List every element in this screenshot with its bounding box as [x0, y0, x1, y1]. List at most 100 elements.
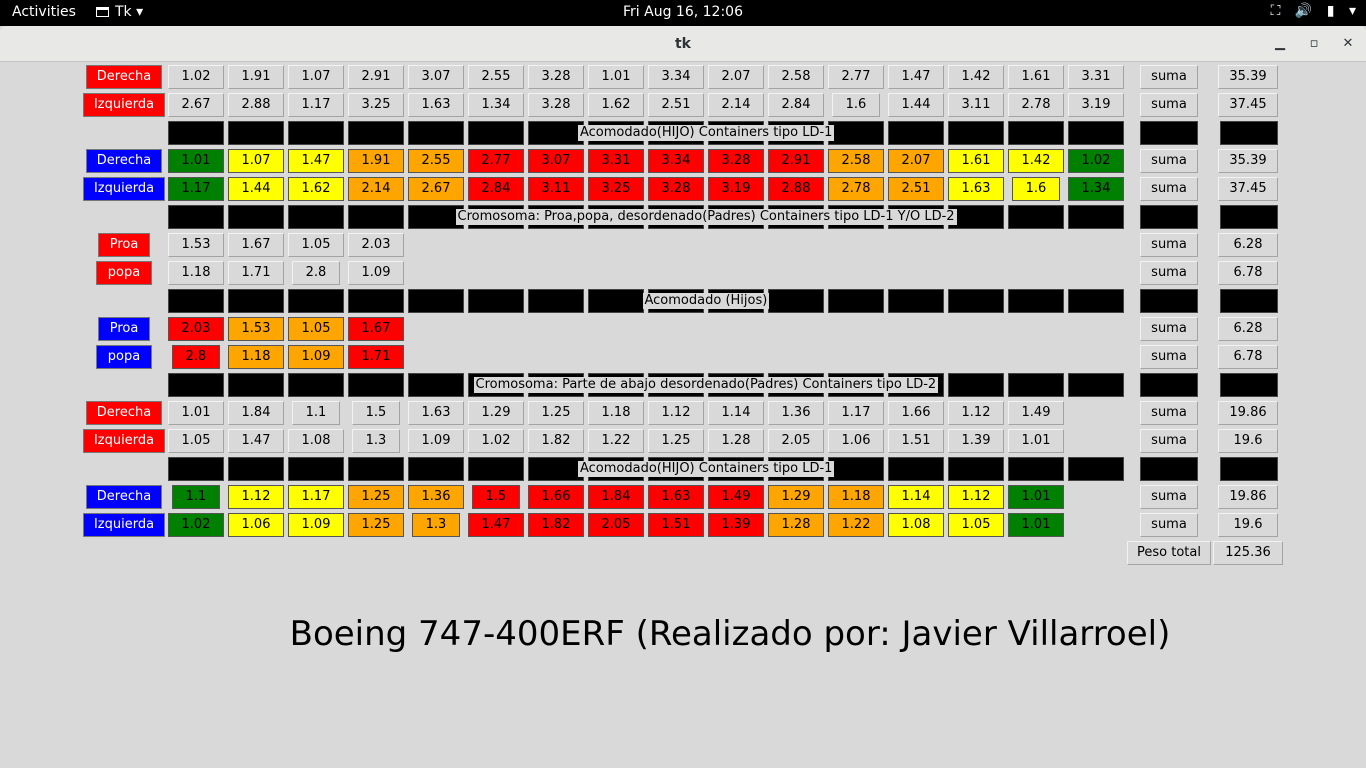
weight-cell[interactable]: 2.84 — [768, 93, 824, 117]
weight-cell[interactable]: 1.61 — [948, 149, 1004, 173]
weight-cell[interactable]: 1.44 — [228, 177, 284, 201]
weight-cell[interactable]: 1.39 — [708, 513, 764, 537]
weight-cell[interactable]: 2.67 — [168, 93, 224, 117]
suma-button[interactable]: suma — [1140, 513, 1198, 537]
weight-cell[interactable]: 2.88 — [228, 93, 284, 117]
weight-cell[interactable]: 2.58 — [768, 65, 824, 89]
weight-cell[interactable]: 1.29 — [768, 485, 824, 509]
weight-cell[interactable]: 1.67 — [228, 233, 284, 257]
weight-cell[interactable]: 3.25 — [348, 93, 404, 117]
weight-cell[interactable]: 1.01 — [168, 401, 224, 425]
weight-cell[interactable]: 2.91 — [768, 149, 824, 173]
weight-cell[interactable]: 1.61 — [1008, 65, 1064, 89]
weight-cell[interactable]: 1.39 — [948, 429, 1004, 453]
weight-cell[interactable]: 1.5 — [472, 485, 520, 509]
weight-cell[interactable]: 1.47 — [228, 429, 284, 453]
close-button[interactable]: ✕ — [1338, 34, 1358, 54]
weight-cell[interactable]: 1.12 — [948, 485, 1004, 509]
weight-cell[interactable]: 3.11 — [528, 177, 584, 201]
row-total[interactable]: 19.6 — [1218, 513, 1278, 537]
weight-cell[interactable]: 1.12 — [648, 401, 704, 425]
weight-cell[interactable]: 1.05 — [948, 513, 1004, 537]
row-label[interactable]: Izquierda — [83, 177, 165, 201]
weight-cell[interactable]: 1.67 — [348, 317, 404, 341]
weight-cell[interactable]: 1.18 — [168, 261, 224, 285]
maximize-button[interactable]: ▫ — [1304, 34, 1324, 54]
weight-cell[interactable]: 3.19 — [1068, 93, 1124, 117]
weight-cell[interactable]: 2.67 — [408, 177, 464, 201]
weight-cell[interactable]: 2.77 — [468, 149, 524, 173]
peso-total-button[interactable]: Peso total — [1127, 541, 1211, 565]
weight-cell[interactable]: 1.28 — [768, 513, 824, 537]
row-total[interactable]: 6.78 — [1218, 261, 1278, 285]
row-label[interactable]: Derecha — [86, 65, 162, 89]
suma-button[interactable]: suma — [1140, 345, 1198, 369]
suma-button[interactable]: suma — [1140, 149, 1198, 173]
weight-cell[interactable]: 2.55 — [408, 149, 464, 173]
weight-cell[interactable]: 1.01 — [1008, 485, 1064, 509]
weight-cell[interactable]: 1.02 — [1068, 149, 1124, 173]
weight-cell[interactable]: 1.22 — [588, 429, 644, 453]
system-tray[interactable]: ⛶ 🔊 ▮ ▾ — [1261, 3, 1356, 19]
row-total[interactable]: 35.39 — [1218, 65, 1278, 89]
weight-cell[interactable]: 2.51 — [888, 177, 944, 201]
weight-cell[interactable]: 1.71 — [348, 345, 404, 369]
weight-cell[interactable]: 1.66 — [528, 485, 584, 509]
weight-cell[interactable]: 2.84 — [468, 177, 524, 201]
weight-cell[interactable]: 1.44 — [888, 93, 944, 117]
weight-cell[interactable]: 1.18 — [588, 401, 644, 425]
weight-cell[interactable]: 2.07 — [888, 149, 944, 173]
weight-cell[interactable]: 2.03 — [348, 233, 404, 257]
weight-cell[interactable]: 1.34 — [1068, 177, 1124, 201]
weight-cell[interactable]: 1.06 — [828, 429, 884, 453]
row-label[interactable]: popa — [96, 345, 152, 369]
weight-cell[interactable]: 3.34 — [648, 65, 704, 89]
weight-cell[interactable]: 1.14 — [708, 401, 764, 425]
weight-cell[interactable]: 3.28 — [648, 177, 704, 201]
weight-cell[interactable]: 2.91 — [348, 65, 404, 89]
weight-cell[interactable]: 1.06 — [228, 513, 284, 537]
suma-button[interactable]: suma — [1140, 317, 1198, 341]
weight-cell[interactable]: 1.82 — [528, 429, 584, 453]
weight-cell[interactable]: 1.14 — [888, 485, 944, 509]
weight-cell[interactable]: 1.17 — [828, 401, 884, 425]
weight-cell[interactable]: 2.05 — [768, 429, 824, 453]
weight-cell[interactable]: 1.84 — [228, 401, 284, 425]
weight-cell[interactable]: 3.34 — [648, 149, 704, 173]
weight-cell[interactable]: 1.02 — [468, 429, 524, 453]
weight-cell[interactable]: 2.78 — [828, 177, 884, 201]
row-label[interactable]: Izquierda — [83, 93, 165, 117]
weight-cell[interactable]: 1.5 — [352, 401, 400, 425]
weight-cell[interactable]: 1.34 — [468, 93, 524, 117]
weight-cell[interactable]: 2.51 — [648, 93, 704, 117]
weight-cell[interactable]: 1.07 — [288, 65, 344, 89]
grand-total-value[interactable]: 125.36 — [1213, 541, 1283, 565]
weight-cell[interactable]: 1.09 — [408, 429, 464, 453]
row-total[interactable]: 19.86 — [1218, 401, 1278, 425]
suma-button[interactable]: suma — [1140, 429, 1198, 453]
weight-cell[interactable]: 1.3 — [412, 513, 460, 537]
suma-button[interactable]: suma — [1140, 93, 1198, 117]
weight-cell[interactable]: 1.25 — [348, 513, 404, 537]
weight-cell[interactable]: 3.31 — [1068, 65, 1124, 89]
app-menu[interactable]: Tk ▾ — [96, 4, 143, 20]
weight-cell[interactable]: 1.63 — [948, 177, 1004, 201]
suma-button[interactable]: suma — [1140, 177, 1198, 201]
weight-cell[interactable]: 1.53 — [228, 317, 284, 341]
row-total[interactable]: 19.86 — [1218, 485, 1278, 509]
weight-cell[interactable]: 1.42 — [948, 65, 1004, 89]
weight-cell[interactable]: 1.49 — [1008, 401, 1064, 425]
row-label[interactable]: Izquierda — [83, 429, 165, 453]
weight-cell[interactable]: 3.11 — [948, 93, 1004, 117]
weight-cell[interactable]: 1.09 — [288, 345, 344, 369]
weight-cell[interactable]: 1.63 — [408, 93, 464, 117]
weight-cell[interactable]: 1.36 — [768, 401, 824, 425]
row-total[interactable]: 6.28 — [1218, 233, 1278, 257]
row-total[interactable]: 19.6 — [1218, 429, 1278, 453]
weight-cell[interactable]: 1.49 — [708, 485, 764, 509]
weight-cell[interactable]: 1.36 — [408, 485, 464, 509]
weight-cell[interactable]: 1.47 — [288, 149, 344, 173]
row-label[interactable]: Derecha — [86, 401, 162, 425]
weight-cell[interactable]: 1.02 — [168, 65, 224, 89]
weight-cell[interactable]: 1.1 — [292, 401, 340, 425]
